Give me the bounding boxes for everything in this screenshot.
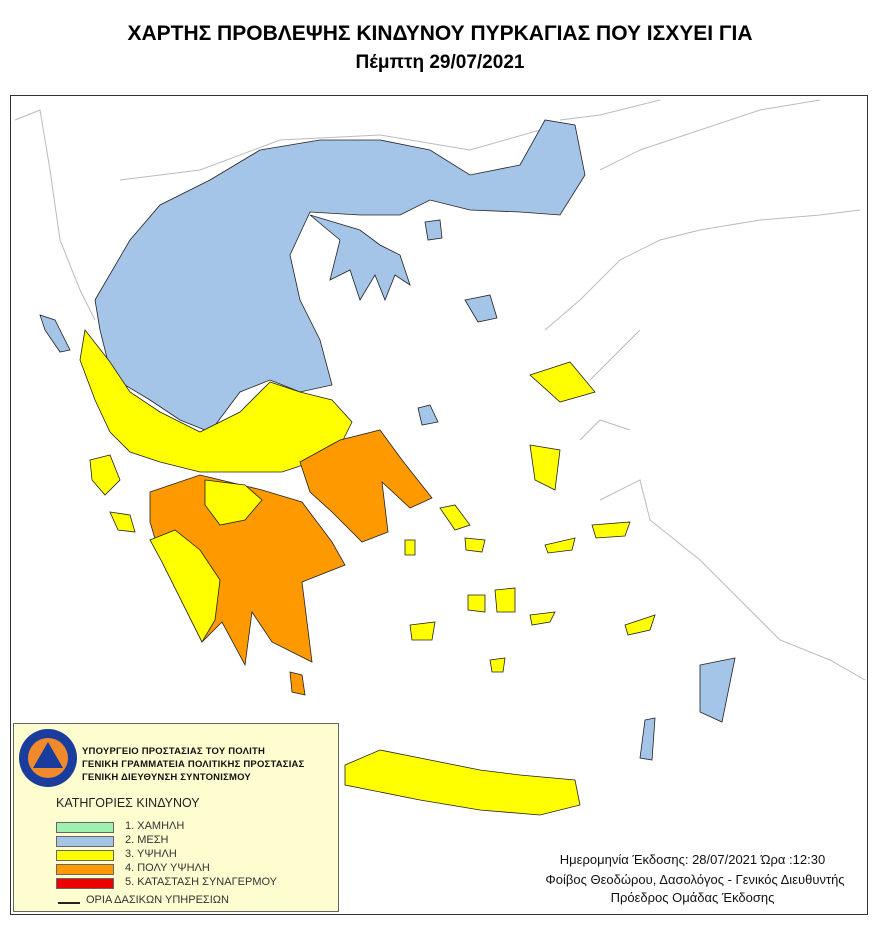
ikaria (544, 537, 576, 554)
author-role: Πρόεδρος Ομάδας Έκδοσης (610, 890, 775, 905)
zakynthos (109, 511, 136, 533)
tinos (464, 537, 486, 553)
lemnos (464, 294, 498, 323)
bulgaria-border (119, 129, 541, 181)
samos (591, 521, 631, 539)
region-peloponnese-north-high (204, 479, 263, 526)
legend-label-high: 3. ΥΨΗΛΗ (125, 848, 177, 860)
legend-label-boundaries: ΟΡΙΑ ΔΑΣΙΚΩΝ ΥΠΗΡΕΣΙΩΝ (86, 894, 229, 906)
skyros (417, 404, 439, 426)
legend-label-medium: 2. ΜΕΣΗ (125, 834, 169, 846)
legend-label-alert: 5. ΚΑΤΑΣΤΑΣΗ ΣΥΝΑΓΕΡΜΟΥ (125, 876, 278, 888)
map-title: ΧΑΡΤΗΣ ΠΡΟΒΛΕΨΗΣ ΚΙΝΔΥΝΟΥ ΠΥΡΚΑΓΙΑΣ ΠΟΥ … (127, 22, 753, 45)
turkey-coast (544, 99, 866, 681)
region-attica-evia-very-high (299, 429, 433, 543)
albania-border (14, 109, 96, 321)
swatch-very-high (56, 864, 114, 875)
swatch-alert (56, 878, 114, 889)
issue-date: Ημερομηνία Έκδοσης: 28/07/2021 Ώρα :12:3… (559, 852, 826, 867)
naxos (494, 587, 516, 613)
karpathos (639, 717, 656, 761)
kos (624, 614, 656, 636)
paros (467, 594, 486, 613)
chalkidiki (309, 214, 411, 302)
rhodes (699, 657, 736, 723)
region-north-medium (94, 119, 586, 433)
kea (404, 539, 416, 556)
swatch-medium (56, 836, 114, 847)
region-peloponnese-west-high (149, 529, 221, 643)
author: Φοίβος Θεοδώρου, Δασολόγος - Γενικός Διε… (545, 872, 845, 887)
legend-label-very-high: 4. ΠΟΛΥ ΥΨΗΛΗ (125, 862, 210, 874)
greece-fire-risk-map (14, 99, 866, 816)
secretariat-name: ΓΕΝΙΚΗ ΓΡΑΜΜΑΤΕΙΑ ΠΟΛΙΤΙΚΗΣ ΠΡΟΣΤΑΣΙΑΣ (82, 759, 305, 770)
boundary-line-sample (58, 902, 80, 904)
kythira (289, 671, 306, 696)
ministry-name: ΥΠΟΥΡΓΕΙΟ ΠΡΟΣΤΑΣΙΑΣ ΤΟΥ ΠΟΛΙΤΗ (82, 746, 266, 757)
legend-label-low: 1. ΧΑΜΗΛΗ (125, 820, 185, 832)
civil-protection-logo (19, 729, 77, 787)
milos (409, 621, 436, 641)
thasos (424, 219, 443, 241)
lesvos (529, 361, 596, 403)
forecast-date: Πέμπτη 29/07/2021 (355, 52, 525, 73)
amorgos (529, 611, 556, 626)
santorini (489, 657, 506, 673)
directorate-name: ΓΕΝΙΚΗ ΔΙΕΥΘΥΝΣΗ ΣΥΝΤΟΝΙΣΜΟΥ (82, 772, 251, 783)
crete (344, 749, 581, 816)
neighbor-borders (14, 99, 866, 681)
andros (439, 504, 471, 531)
legend-panel: ΥΠΟΥΡΓΕΙΟ ΠΡΟΣΤΑΣΙΑΣ ΤΟΥ ΠΟΛΙΤΗ ΓΕΝΙΚΗ Γ… (13, 723, 339, 912)
kefalonia (89, 454, 121, 496)
swatch-high (56, 850, 114, 861)
swatch-low (56, 822, 114, 833)
corfu (39, 314, 71, 353)
legend-title: ΚΑΤΗΓΟΡΙΕΣ ΚΙΝΔΥΝΟΥ (56, 796, 200, 810)
chios (529, 444, 561, 491)
